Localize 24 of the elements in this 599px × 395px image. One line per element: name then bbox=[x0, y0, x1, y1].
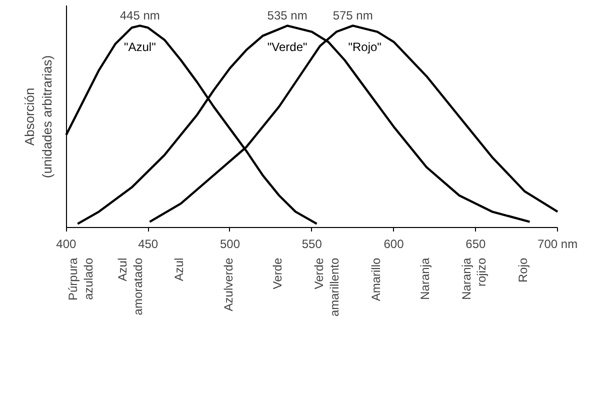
text: Verde bbox=[270, 258, 284, 290]
annotation: 445 nm bbox=[120, 8, 160, 23]
annotation: 535 nm bbox=[267, 8, 308, 23]
text: Rojo bbox=[516, 258, 530, 283]
series-label: "Rojo" bbox=[348, 40, 382, 54]
x-tick-label: 700 nm bbox=[538, 236, 578, 251]
text: Púrpura azulado bbox=[66, 258, 96, 301]
text: Naranja rojizo bbox=[459, 258, 489, 300]
x-tick-label: 450 bbox=[138, 236, 158, 251]
text: Azulverde bbox=[221, 258, 236, 312]
text: Naranja bbox=[418, 258, 432, 300]
x-tick-label: 400 bbox=[56, 236, 77, 251]
series-label: "Azul" bbox=[124, 40, 156, 54]
text: Verde amarillento bbox=[312, 258, 342, 317]
text: Azul bbox=[172, 258, 186, 282]
text: Azul amoratado bbox=[115, 258, 145, 316]
x-tick-label: 650 bbox=[466, 236, 486, 251]
y-axis-title: Absorción (unidades arbitrarias) bbox=[22, 55, 54, 178]
annotation: 575 nm bbox=[332, 8, 373, 23]
x-tick-label: 600 bbox=[384, 236, 404, 251]
x-tick-label: 550 bbox=[302, 236, 322, 251]
text: Amarillo bbox=[368, 258, 383, 302]
series-label: "Verde" bbox=[267, 40, 308, 54]
x-tick-label: 500 bbox=[220, 236, 240, 251]
